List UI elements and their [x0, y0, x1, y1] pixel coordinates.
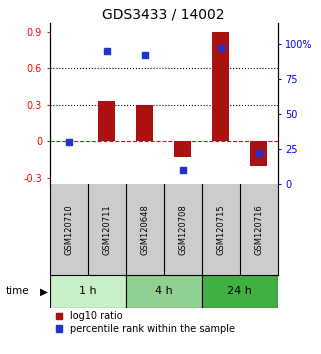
- Text: GSM120708: GSM120708: [178, 204, 187, 255]
- FancyBboxPatch shape: [50, 275, 126, 308]
- Bar: [212, 32, 229, 142]
- Text: GSM120716: GSM120716: [254, 204, 263, 255]
- FancyBboxPatch shape: [126, 275, 202, 308]
- Title: GDS3433 / 14002: GDS3433 / 14002: [102, 8, 225, 22]
- Text: 24 h: 24 h: [227, 286, 252, 296]
- Point: [104, 48, 109, 53]
- FancyBboxPatch shape: [202, 275, 278, 308]
- Text: time: time: [6, 286, 29, 296]
- Bar: [174, 142, 191, 157]
- Bar: [250, 142, 267, 166]
- Point: [218, 45, 223, 51]
- Point: [66, 139, 71, 145]
- Point: [180, 167, 185, 173]
- Bar: [98, 101, 115, 142]
- Text: GSM120711: GSM120711: [102, 204, 111, 255]
- Text: 4 h: 4 h: [155, 286, 173, 296]
- Point: [142, 52, 147, 58]
- Bar: [136, 105, 153, 142]
- Text: GSM120648: GSM120648: [140, 204, 149, 255]
- Text: ▶: ▶: [39, 286, 48, 296]
- Point: [256, 150, 261, 156]
- Text: GSM120715: GSM120715: [216, 204, 225, 255]
- Text: GSM120710: GSM120710: [64, 204, 73, 255]
- Legend: log10 ratio, percentile rank within the sample: log10 ratio, percentile rank within the …: [55, 310, 236, 335]
- Text: 1 h: 1 h: [79, 286, 97, 296]
